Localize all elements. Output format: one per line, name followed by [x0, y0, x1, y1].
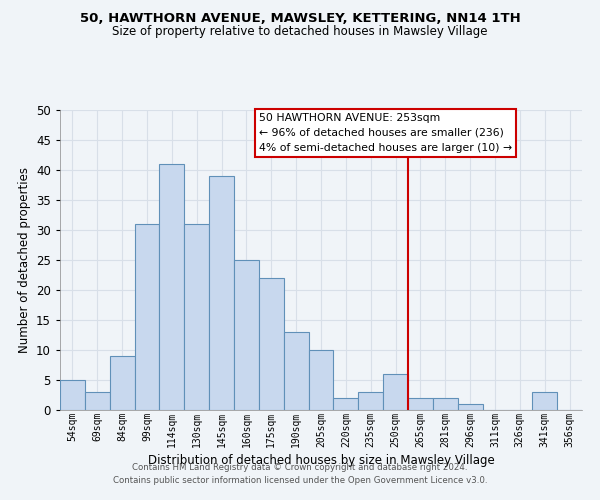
Bar	[433, 398, 458, 410]
Text: 50 HAWTHORN AVENUE: 253sqm
← 96% of detached houses are smaller (236)
4% of semi: 50 HAWTHORN AVENUE: 253sqm ← 96% of deta…	[259, 113, 512, 152]
Bar	[284, 332, 308, 410]
Bar	[134, 224, 160, 410]
Text: Size of property relative to detached houses in Mawsley Village: Size of property relative to detached ho…	[112, 25, 488, 38]
Bar	[308, 350, 334, 410]
Bar	[209, 176, 234, 410]
Bar	[358, 392, 383, 410]
Text: Contains HM Land Registry data © Crown copyright and database right 2024.: Contains HM Land Registry data © Crown c…	[132, 464, 468, 472]
Bar	[458, 404, 482, 410]
Bar	[532, 392, 557, 410]
X-axis label: Distribution of detached houses by size in Mawsley Village: Distribution of detached houses by size …	[148, 454, 494, 466]
Bar	[234, 260, 259, 410]
Bar	[408, 398, 433, 410]
Bar	[60, 380, 85, 410]
Bar	[110, 356, 134, 410]
Bar	[334, 398, 358, 410]
Text: Contains public sector information licensed under the Open Government Licence v3: Contains public sector information licen…	[113, 476, 487, 485]
Bar	[160, 164, 184, 410]
Bar	[383, 374, 408, 410]
Y-axis label: Number of detached properties: Number of detached properties	[17, 167, 31, 353]
Bar	[184, 224, 209, 410]
Text: 50, HAWTHORN AVENUE, MAWSLEY, KETTERING, NN14 1TH: 50, HAWTHORN AVENUE, MAWSLEY, KETTERING,…	[80, 12, 520, 26]
Bar	[85, 392, 110, 410]
Bar	[259, 278, 284, 410]
